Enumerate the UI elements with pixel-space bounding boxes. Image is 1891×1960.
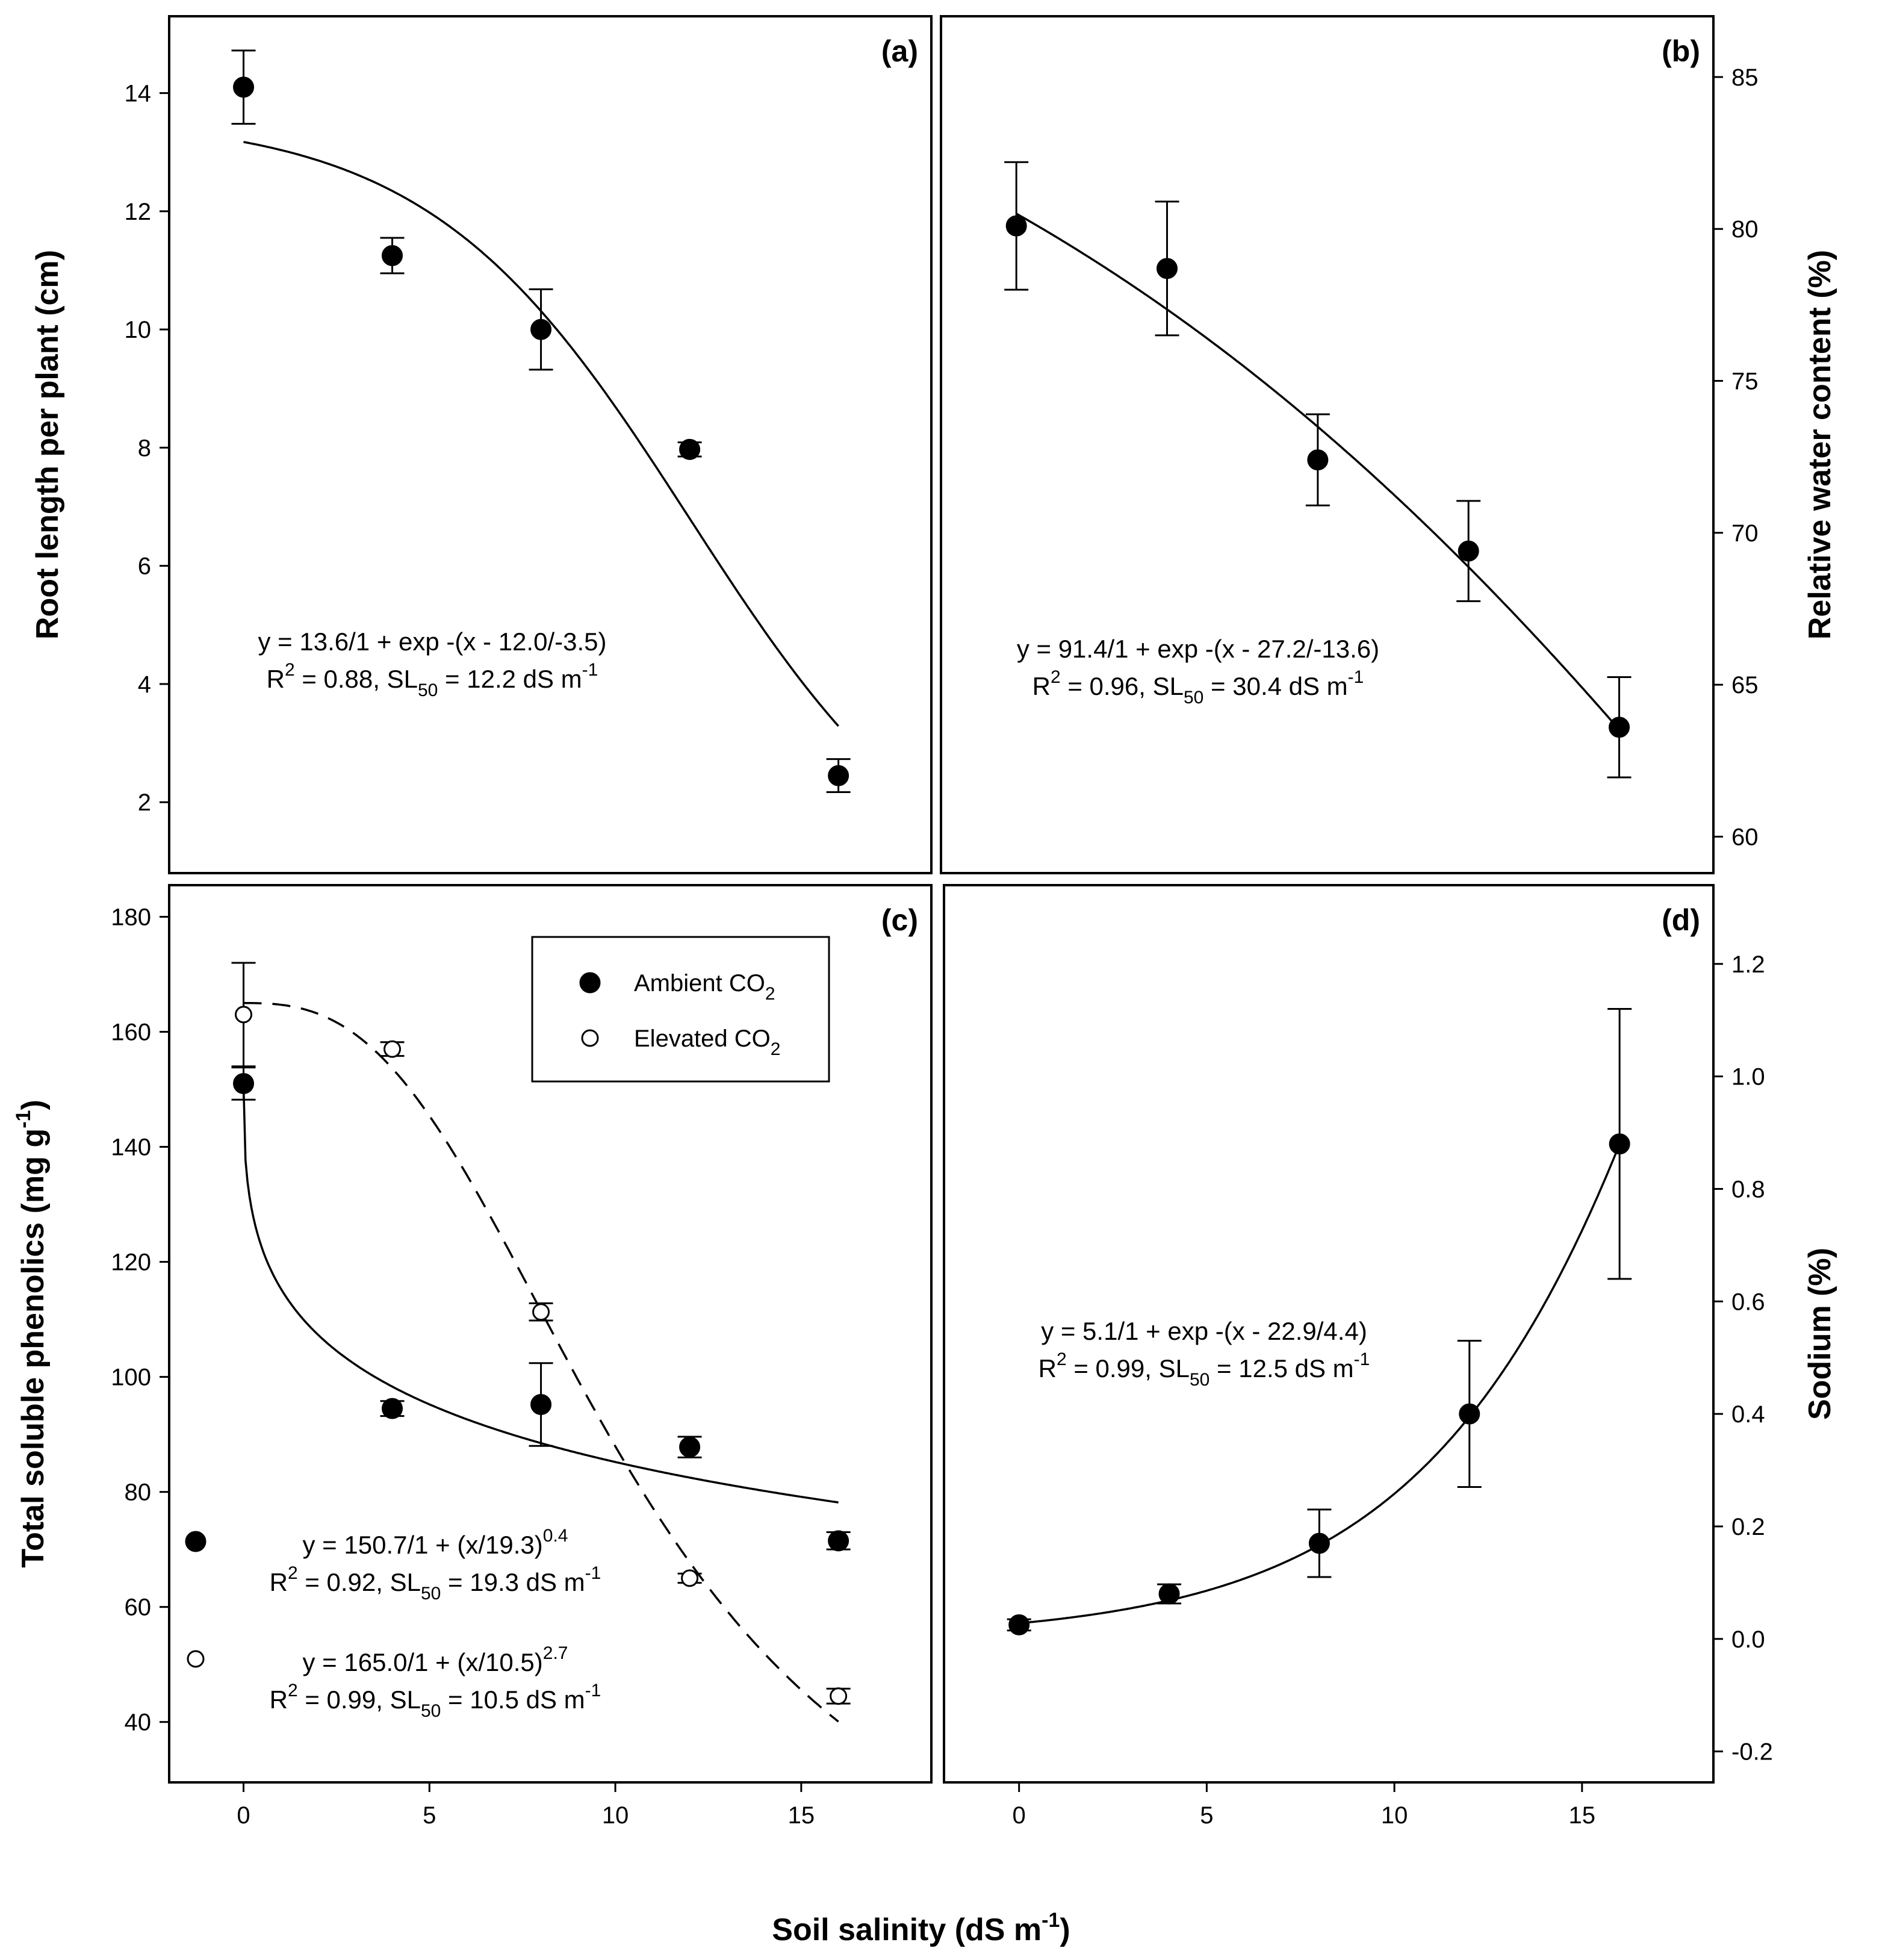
data-point-ambient bbox=[530, 319, 552, 340]
fit-statistics: R2 = 0.88, SL50 = 12.2 dS m-1 bbox=[267, 660, 598, 700]
y-tick-label: 85 bbox=[1731, 64, 1759, 91]
data-point-ambient bbox=[1609, 1133, 1630, 1155]
data-point-elevated bbox=[532, 1303, 550, 1321]
plot-frame bbox=[943, 884, 1715, 1784]
y-tick-label: 0.4 bbox=[1731, 1401, 1765, 1428]
y-tick-label: 60 bbox=[125, 1594, 152, 1621]
y-tick-label: 60 bbox=[1731, 824, 1759, 850]
data-point-ambient bbox=[1308, 1532, 1330, 1554]
fit-equation: y = 165.0/1 + (x/10.5)2.7 bbox=[303, 1643, 568, 1676]
panel-c: 40 60 80 100 120 140 160 180 0 5 10 15 (c) Total solu… bbox=[12, 884, 933, 1829]
y-tick-label: 8 bbox=[138, 435, 151, 461]
y-tick-label: 4 bbox=[138, 671, 151, 698]
y-tick-label: 10 bbox=[125, 317, 152, 343]
data-point-ambient bbox=[1459, 1403, 1480, 1425]
x-tick-label: 15 bbox=[1569, 1802, 1596, 1829]
panel-b: 60 65 70 75 80 85 (b) Relative water content (%… bbox=[940, 15, 1837, 874]
data-point-ambient bbox=[1458, 540, 1479, 562]
data-point-ambient bbox=[233, 76, 255, 98]
legend: Ambient CO2 Elevated CO2 bbox=[531, 936, 830, 1083]
y-tick-label: 0.8 bbox=[1731, 1176, 1765, 1202]
data-point-ambient bbox=[679, 1436, 701, 1458]
y-tick-label: 140 bbox=[111, 1134, 151, 1161]
data-point-ambient bbox=[530, 1393, 552, 1415]
y-tick-label: 75 bbox=[1731, 369, 1759, 395]
data-point-ambient bbox=[828, 1530, 849, 1552]
y-axis-title: Relative water content (%) bbox=[1803, 250, 1837, 639]
y-tick-label: 0.6 bbox=[1731, 1289, 1765, 1315]
y-axis-title: Total soluble phenolics (mg g-1) bbox=[12, 1100, 51, 1568]
data-point-elevated bbox=[681, 1569, 699, 1587]
panel-label: (b) bbox=[1662, 34, 1700, 68]
fit-statistics: R2 = 0.99, SL50 = 10.5 dS m-1 bbox=[270, 1681, 601, 1721]
y-tick-label: -0.2 bbox=[1731, 1739, 1773, 1766]
x-tick-label: 10 bbox=[1381, 1802, 1408, 1829]
fit-equation: y = 150.7/1 + (x/19.3)0.4 bbox=[303, 1526, 568, 1559]
y-tick-label: 1.0 bbox=[1731, 1064, 1765, 1090]
y-tick-label: 160 bbox=[111, 1019, 151, 1046]
panel-a: 2 4 6 8 10 12 14 (a) Root length per plant (cm) y… bbox=[30, 15, 933, 874]
plot-frame bbox=[168, 15, 933, 874]
panel-label: (a) bbox=[881, 34, 918, 68]
y-axis-title: Root length per plant (cm) bbox=[30, 250, 65, 639]
legend-label: Ambient CO2 bbox=[634, 970, 775, 1004]
data-point-ambient bbox=[1158, 1583, 1180, 1605]
panel-d: -0.2 0.0 0.2 0.4 0.6 0.8 1.0 1.2 0 5 10 15 (d) Sodium… bbox=[943, 884, 1837, 1829]
y-tick-label: 100 bbox=[111, 1364, 151, 1391]
equation-marker bbox=[185, 1531, 206, 1552]
data-point-ambient bbox=[1005, 215, 1027, 237]
y-tick-label: 1.2 bbox=[1731, 951, 1765, 978]
y-tick-label: 80 bbox=[1731, 216, 1759, 243]
fit-curve bbox=[243, 1002, 839, 1723]
plot-frame bbox=[168, 884, 933, 1784]
x-axis-title: Soil salinity (dS m-1) bbox=[772, 1909, 1070, 1947]
data-point-ambient bbox=[679, 438, 701, 460]
fit-equation: y = 91.4/1 + exp -(x - 27.2/-13.6) bbox=[1017, 635, 1379, 663]
data-point-elevated bbox=[830, 1687, 848, 1705]
plot-frame bbox=[940, 15, 1715, 874]
y-tick-label: 6 bbox=[138, 553, 151, 580]
fit-statistics: R2 = 0.96, SL50 = 30.4 dS m-1 bbox=[1032, 667, 1364, 708]
y-tick-label: 70 bbox=[1731, 520, 1759, 547]
equation-marker bbox=[187, 1650, 205, 1668]
x-tick-label: 15 bbox=[788, 1802, 815, 1829]
data-point-ambient bbox=[382, 1398, 403, 1419]
y-tick-label: 0.0 bbox=[1731, 1626, 1765, 1653]
x-tick-label: 5 bbox=[1200, 1802, 1213, 1829]
y-tick-label: 12 bbox=[125, 199, 152, 225]
y-tick-label: 180 bbox=[111, 904, 151, 931]
data-point-ambient bbox=[1609, 717, 1630, 738]
legend-box bbox=[531, 936, 830, 1083]
legend-marker bbox=[579, 972, 601, 994]
fit-equation: y = 13.6/1 + exp -(x - 12.0/-3.5) bbox=[258, 627, 607, 656]
y-tick-label: 80 bbox=[125, 1479, 152, 1506]
y-tick-label: 65 bbox=[1731, 672, 1759, 698]
x-tick-label: 10 bbox=[602, 1802, 629, 1829]
y-axis-title: Sodium (%) bbox=[1803, 1248, 1837, 1420]
y-tick-label: 120 bbox=[111, 1249, 151, 1276]
panel-label: (c) bbox=[881, 903, 918, 937]
x-tick-label: 0 bbox=[237, 1802, 250, 1829]
data-point-ambient bbox=[382, 244, 403, 266]
x-tick-label: 0 bbox=[1013, 1802, 1026, 1829]
fit-statistics: R2 = 0.92, SL50 = 19.3 dS m-1 bbox=[270, 1563, 601, 1604]
x-tick-label: 5 bbox=[423, 1802, 436, 1829]
legend-marker bbox=[581, 1029, 599, 1047]
data-point-ambient bbox=[828, 765, 849, 786]
fit-statistics: R2 = 0.99, SL50 = 12.5 dS m-1 bbox=[1039, 1349, 1370, 1390]
y-tick-label: 14 bbox=[125, 81, 152, 107]
fit-equation: y = 5.1/1 + exp -(x - 22.9/4.4) bbox=[1041, 1317, 1367, 1345]
data-point-elevated bbox=[383, 1040, 402, 1058]
data-point-ambient bbox=[1008, 1614, 1030, 1635]
data-point-ambient bbox=[233, 1073, 255, 1095]
data-point-ambient bbox=[1307, 449, 1329, 471]
y-tick-label: 2 bbox=[138, 789, 151, 816]
data-point-elevated bbox=[235, 1006, 253, 1024]
y-tick-label: 0.2 bbox=[1731, 1514, 1765, 1540]
panel-label: (d) bbox=[1662, 903, 1700, 937]
legend-label: Elevated CO2 bbox=[634, 1025, 780, 1059]
y-tick-label: 40 bbox=[125, 1710, 152, 1736]
data-point-ambient bbox=[1157, 258, 1178, 279]
